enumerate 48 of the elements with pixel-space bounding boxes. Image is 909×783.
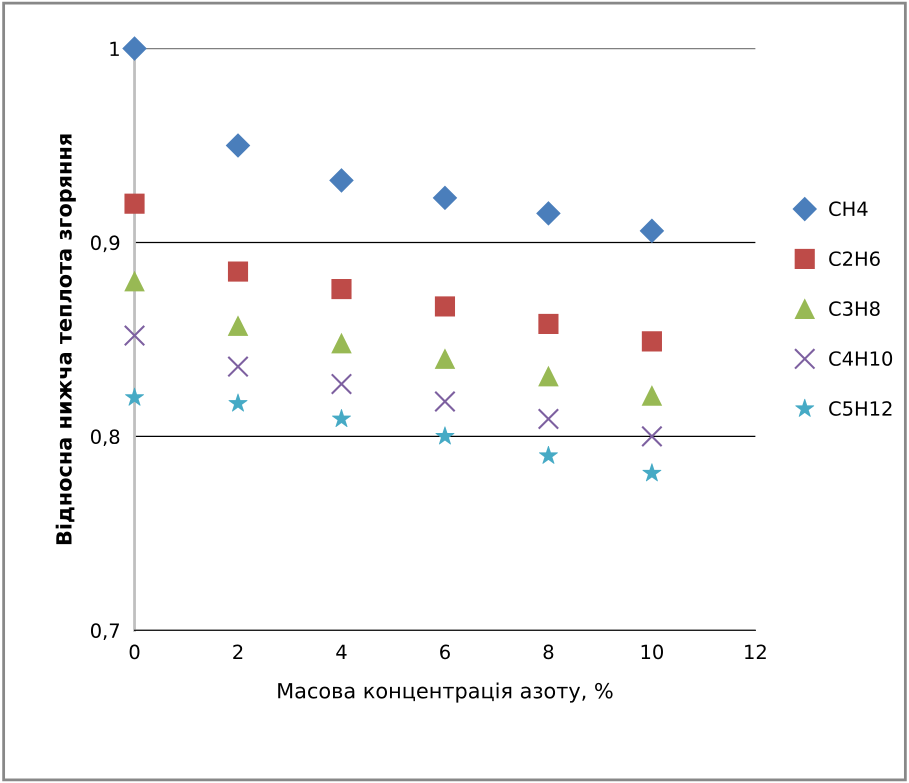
point <box>331 278 352 300</box>
y-tick-label: 0,8 <box>91 429 120 446</box>
point <box>538 408 560 430</box>
y-tick-label: 1 <box>110 42 119 56</box>
y-tick-label: 0,7 <box>91 623 119 640</box>
point <box>124 271 145 292</box>
legend-label: C5H12 <box>829 401 892 416</box>
legend-label: C2H6 <box>829 251 880 266</box>
point <box>434 390 456 412</box>
point <box>124 388 144 406</box>
x-tick-label: 8 <box>544 644 554 660</box>
point <box>536 201 561 226</box>
y-axis-title: Відносна нижча теплота згоряння <box>56 134 76 544</box>
point <box>331 333 352 354</box>
point <box>538 446 558 464</box>
point <box>641 426 663 448</box>
point <box>124 324 146 346</box>
point <box>226 133 250 158</box>
point <box>538 314 559 334</box>
point <box>330 373 352 395</box>
point <box>228 316 248 336</box>
point <box>432 186 458 210</box>
x-axis-title: Масова концентрація азоту, % <box>278 682 613 703</box>
x-tick-label: 10 <box>642 644 663 660</box>
y-tick-label: 0,9 <box>91 235 120 252</box>
point <box>329 168 354 193</box>
point <box>538 366 559 386</box>
point <box>642 386 662 406</box>
point <box>122 36 147 61</box>
x-tick-label: 0 <box>130 644 140 660</box>
point <box>124 194 145 214</box>
legend-label: CH4 <box>829 201 868 216</box>
point <box>434 348 456 369</box>
x-tick-label: 6 <box>440 644 450 660</box>
legend-label: C3H8 <box>829 301 880 316</box>
x-tick-label: 12 <box>745 644 766 659</box>
point <box>332 408 352 428</box>
point <box>642 331 662 352</box>
point <box>435 426 455 445</box>
point <box>434 296 456 317</box>
point <box>640 218 664 243</box>
point <box>642 463 662 482</box>
point <box>228 393 248 412</box>
point <box>228 261 248 282</box>
x-tick-label: 2 <box>233 644 242 659</box>
x-tick-label: 4 <box>336 644 347 659</box>
point <box>227 356 249 378</box>
legend-label: C4H10 <box>829 351 892 366</box>
